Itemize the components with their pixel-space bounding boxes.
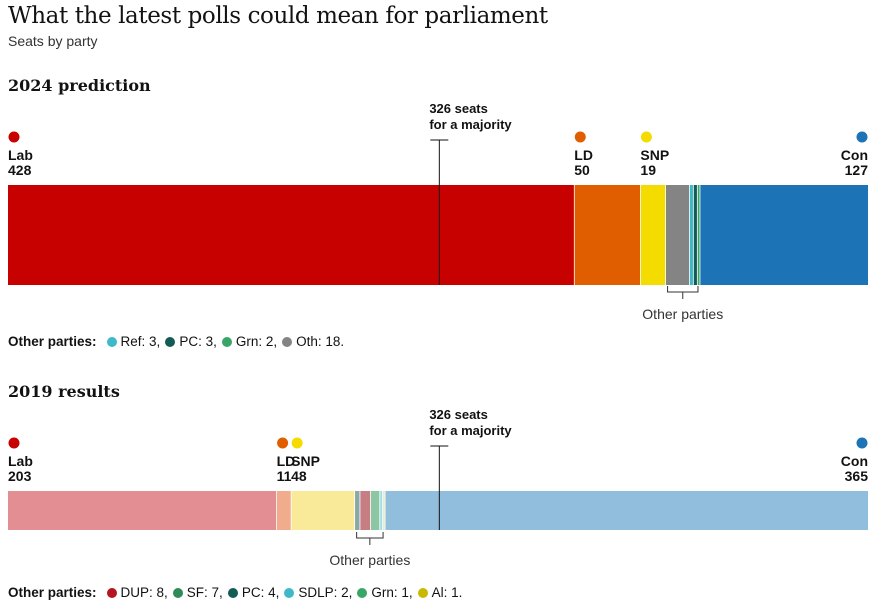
majority-label-line2: for a majority [429, 117, 512, 132]
legend-dot-icon [227, 587, 238, 598]
legend-text: SDLP: 2, [298, 585, 353, 600]
party-name-con: Con [841, 453, 868, 469]
majority-label-line1: 326 seats [429, 407, 488, 422]
party-name-ld: LD [574, 147, 593, 163]
party-dot-lab [8, 131, 20, 143]
legend-heading: Other parties: [8, 334, 97, 349]
party-seats-lab: 428 [8, 162, 32, 178]
legend-text: Al: 1. [431, 585, 463, 600]
bar-segment-grn [382, 491, 384, 530]
legend-dot-icon [357, 587, 368, 598]
legend-dot-icon [172, 587, 183, 598]
chart-title: What the latest polls could mean for par… [8, 3, 548, 29]
bar-segment-lab [8, 491, 277, 530]
bar-segment-snp [640, 185, 666, 285]
bar-segment-ld [276, 491, 292, 530]
legend-item-pc: PC: 4, [227, 585, 280, 600]
legend-item-sf: SF: 7, [172, 585, 223, 600]
other-parties-label: Other parties [329, 552, 410, 568]
bar-segment-dup [359, 491, 371, 530]
bar-segment-snp [291, 491, 355, 530]
party-dot-snp [291, 437, 303, 449]
legend-dot-icon [106, 336, 117, 347]
section-title-2019: 2019 results [8, 382, 120, 401]
legend-dot-icon [282, 336, 293, 347]
majority-label-line2: for a majority [429, 423, 512, 438]
legend-dot-icon [221, 336, 232, 347]
party-seats-ld: 11 [277, 468, 292, 484]
legend-text: Oth: 18. [296, 334, 345, 349]
legend-item-pc: PC: 3, [165, 334, 217, 349]
legend-text: Grn: 2, [235, 334, 278, 349]
party-seats-con: 127 [845, 162, 869, 178]
party-dot-ld [277, 437, 289, 449]
legend-text: PC: 3, [179, 334, 217, 349]
bar-segment-sf [370, 491, 380, 530]
legend-item-oth: Oth: 18. [282, 334, 344, 349]
party-seats-lab: 203 [8, 468, 32, 484]
legend-text: PC: 4, [241, 585, 280, 600]
party-seats-ld: 50 [574, 162, 590, 178]
party-name-con: Con [841, 147, 868, 163]
bar-segment-oth [665, 185, 690, 285]
party-seats-con: 365 [845, 468, 869, 484]
party-seats-snp: 48 [291, 468, 307, 484]
bar-segment-al [383, 491, 386, 530]
legend-heading: Other parties: [8, 585, 97, 600]
legend-text: Grn: 1, [371, 585, 413, 600]
party-dot-con [856, 131, 868, 143]
bar-segment-con [699, 185, 868, 285]
legend-dot-icon [417, 587, 428, 598]
bar-segment-pc [693, 185, 698, 285]
legend-item-grn: Grn: 1, [357, 585, 413, 600]
party-name-lab: Lab [8, 147, 33, 163]
bar-segment-grn [697, 185, 700, 285]
legend-dot-icon [284, 587, 295, 598]
other-parties-label: Other parties [642, 306, 723, 322]
bar-segment-lab [8, 185, 575, 285]
party-dot-lab [8, 437, 20, 449]
legend-dot-icon [165, 336, 176, 347]
legend-text: SF: 7, [186, 585, 223, 600]
party-name-lab: Lab [8, 453, 33, 469]
legend-item-grn: Grn: 2, [221, 334, 278, 349]
bar-segment-pc [354, 491, 360, 530]
legend-text: Ref: 3, [120, 334, 161, 349]
bar-segment-con [385, 491, 868, 530]
party-dot-con [856, 437, 868, 449]
legend-item-al: Al: 1. [417, 585, 463, 600]
other-parties-legend-2019: Other parties: DUP: 8, SF: 7, PC: 4, SDLP: … [8, 585, 467, 600]
party-name-snp: SNP [640, 147, 669, 163]
party-name-snp: SNP [291, 453, 320, 469]
legend-text: DUP: 8, [120, 585, 168, 600]
legend-item-sdlp: SDLP: 2, [284, 585, 352, 600]
legend-dot-icon [106, 587, 117, 598]
party-dot-snp [640, 131, 652, 143]
party-dot-ld [574, 131, 586, 143]
legend-item-dup: DUP: 8, [106, 585, 168, 600]
majority-label-line1: 326 seats [429, 101, 488, 116]
bar-segment-sdlp [379, 491, 383, 530]
party-name-ld: LD [277, 453, 296, 469]
other-parties-legend-2024: Other parties: Ref: 3, PC: 3, Grn: 2, Oth: … [8, 334, 349, 349]
chart-subtitle: Seats by party [8, 33, 98, 49]
section-title-2024: 2024 prediction [8, 76, 151, 95]
other-parties-bracket [356, 532, 384, 545]
party-seats-snp: 19 [640, 162, 656, 178]
bar-segment-ld [574, 185, 641, 285]
bar-segment-ref [689, 185, 694, 285]
legend-item-ref: Ref: 3, [106, 334, 161, 349]
other-parties-bracket [667, 286, 699, 299]
